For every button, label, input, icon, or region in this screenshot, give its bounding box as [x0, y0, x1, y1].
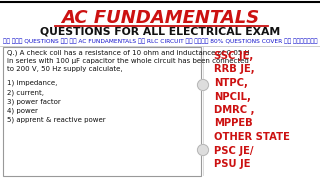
- Circle shape: [197, 80, 209, 91]
- Text: इस कुछ QUESTIONS से हम AC FUNDAMENTALS के RLC CIRCUIT के लगभग 80% QUESTIONS COVE: इस कुछ QUESTIONS से हम AC FUNDAMENTALS क…: [3, 38, 317, 44]
- Text: NPCIL,: NPCIL,: [214, 91, 251, 102]
- Text: OTHER STATE: OTHER STATE: [214, 132, 290, 142]
- Text: MPPEB: MPPEB: [214, 118, 252, 129]
- FancyBboxPatch shape: [3, 47, 201, 176]
- Text: 1) impedance,: 1) impedance,: [7, 80, 57, 87]
- Text: PSU JE: PSU JE: [214, 159, 251, 169]
- Circle shape: [197, 145, 209, 156]
- Text: NTPC,: NTPC,: [214, 78, 248, 88]
- Text: DMRC ,: DMRC ,: [214, 105, 254, 115]
- Text: 3) power factor: 3) power factor: [7, 98, 61, 105]
- Text: AC FUNDAMENTALS: AC FUNDAMENTALS: [61, 9, 259, 27]
- Text: 4) power: 4) power: [7, 108, 38, 114]
- Text: QUESTIONS FOR ALL ELECTRICAL EXAM: QUESTIONS FOR ALL ELECTRICAL EXAM: [40, 27, 280, 37]
- Text: Q.) A check coil has a resistance of 10 ohm and inductance of 0.05 H: Q.) A check coil has a resistance of 10 …: [7, 50, 250, 57]
- Text: 2) current,: 2) current,: [7, 89, 44, 96]
- Text: RRB JE,: RRB JE,: [214, 64, 255, 75]
- Text: in series with 100 μF capacitor the whole circuit has been connected: in series with 100 μF capacitor the whol…: [7, 58, 249, 64]
- Text: SSC JE,: SSC JE,: [214, 51, 253, 61]
- Text: PSC JE/: PSC JE/: [214, 145, 253, 156]
- Text: 5) apprent & reactive power: 5) apprent & reactive power: [7, 117, 106, 123]
- Text: to 200 V, 50 Hz supply calculate,: to 200 V, 50 Hz supply calculate,: [7, 66, 123, 72]
